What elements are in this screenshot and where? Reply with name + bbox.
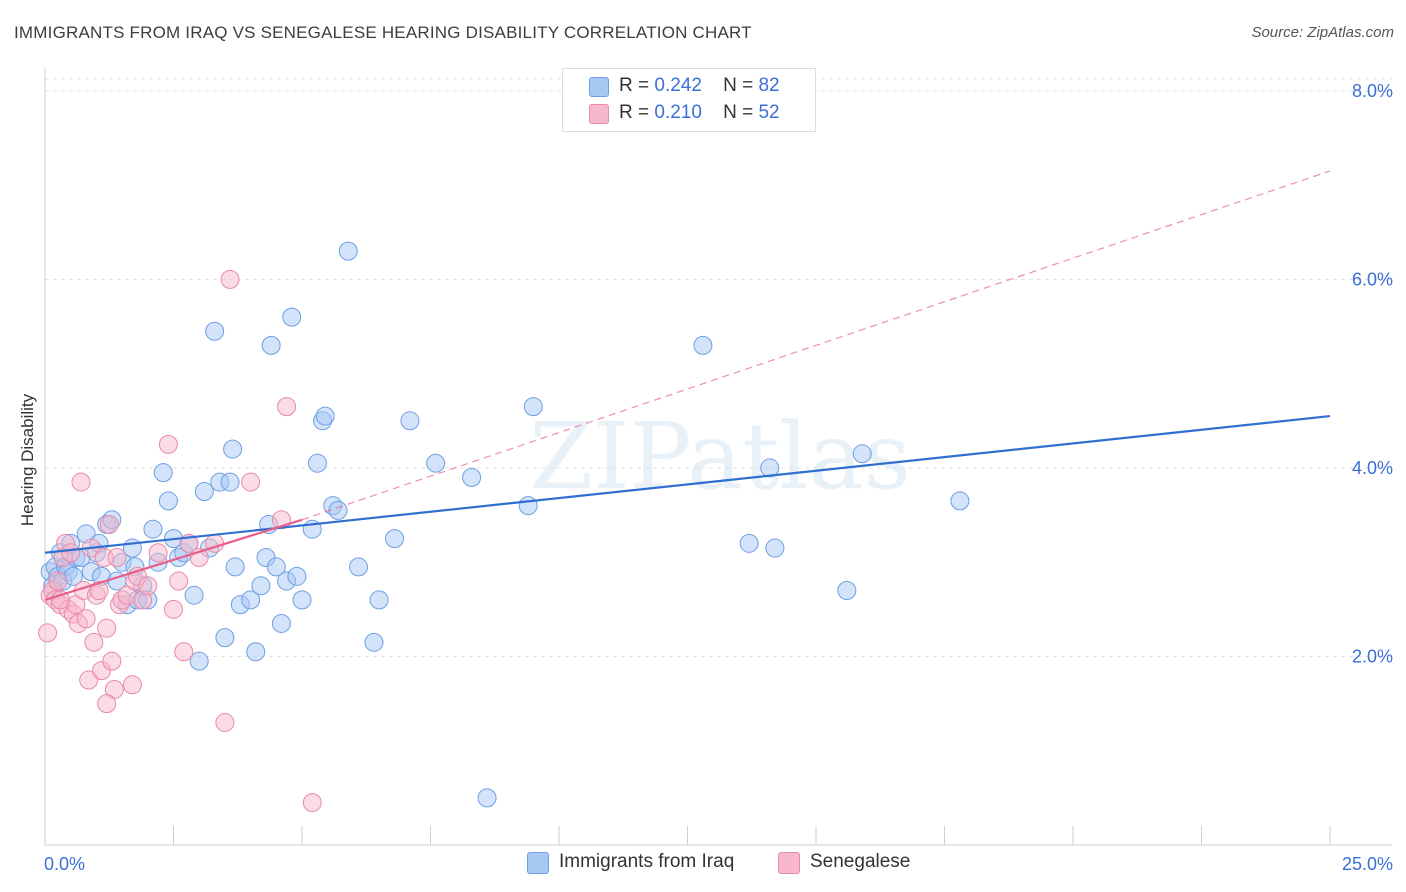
- senegalese-point: [99, 514, 119, 534]
- iraq-point: [385, 529, 405, 549]
- y-tick-label: 4.0%: [1352, 458, 1393, 478]
- iraq-point: [518, 496, 538, 516]
- chart-title: IMMIGRANTS FROM IRAQ VS SENEGALESE HEARI…: [14, 23, 752, 42]
- iraq-point: [315, 406, 335, 426]
- iraq-point: [282, 307, 302, 327]
- iraq-point: [462, 467, 482, 487]
- senegalese-point: [241, 472, 261, 492]
- senegalese-point: [48, 571, 68, 591]
- senegalese-trend-extension: [301, 170, 1331, 521]
- iraq-point: [837, 580, 857, 600]
- senegalese-point: [71, 472, 91, 492]
- iraq-point: [307, 453, 327, 473]
- n-label: N =: [723, 75, 754, 96]
- iraq-point: [215, 628, 235, 648]
- senegalese-trend-line: [44, 518, 303, 601]
- senegalese-point: [148, 543, 168, 563]
- iraq-point: [205, 321, 225, 341]
- senegalese-point: [215, 712, 235, 732]
- iraq-point: [143, 519, 163, 539]
- iraq-point: [426, 453, 446, 473]
- iraq-legend-label: Immigrants from Iraq: [559, 851, 735, 872]
- iraq-point: [292, 590, 312, 610]
- iraq-point: [765, 538, 785, 558]
- senegalese-point: [97, 694, 117, 714]
- senegalese-point: [102, 651, 122, 671]
- senegalese-point: [138, 576, 158, 596]
- iraq-point: [349, 557, 369, 577]
- iraq-point: [364, 632, 384, 652]
- senegalese-point: [84, 632, 104, 652]
- senegalese-point: [158, 434, 178, 454]
- iraq-point: [338, 241, 358, 261]
- senegalese-point: [277, 397, 297, 417]
- senegalese-legend-swatch-icon: [778, 852, 800, 874]
- senegalese-point: [97, 618, 117, 638]
- iraq-point: [693, 335, 713, 355]
- iraq-point: [241, 590, 261, 610]
- senegalese-point: [76, 609, 96, 629]
- senegalese-point: [107, 547, 127, 567]
- x-tick-label-min: 0.0%: [44, 854, 85, 874]
- iraq-point: [760, 458, 780, 478]
- r-label: R =: [619, 102, 650, 123]
- senegalese-point: [122, 675, 142, 695]
- senegalese-point: [169, 571, 189, 591]
- senegalese-point: [89, 580, 109, 600]
- iraq-point: [223, 439, 243, 459]
- iraq-point: [158, 491, 178, 511]
- y-tick-label: 8.0%: [1352, 81, 1393, 101]
- iraq-point: [523, 397, 543, 417]
- iraq-point: [261, 335, 281, 355]
- senegalese-point: [164, 599, 183, 619]
- iraq-point: [400, 411, 420, 431]
- senegalese-swatch-icon: [589, 104, 609, 124]
- iraq-point: [184, 585, 204, 605]
- iraq-point: [369, 590, 389, 610]
- iraq-point: [153, 463, 173, 483]
- watermark: ZIPatlas: [529, 403, 910, 510]
- iraq-point: [271, 613, 291, 633]
- iraq-point: [852, 444, 872, 464]
- source-credit: Source: ZipAtlas.com: [1251, 24, 1394, 41]
- senegalese-point: [220, 269, 240, 289]
- y-tick-label: 2.0%: [1352, 646, 1393, 666]
- iraq-r-value: 0.242: [654, 75, 702, 96]
- senegalese-point: [174, 642, 194, 662]
- iraq-legend-swatch-icon: [527, 852, 549, 874]
- senegalese-n-value: 52: [758, 102, 780, 123]
- iraq-trend-line: [44, 414, 1331, 554]
- iraq-swatch-icon: [589, 77, 609, 97]
- senegalese-legend-label: Senegalese: [810, 851, 911, 872]
- senegalese-point: [38, 623, 58, 643]
- iraq-point: [950, 491, 970, 511]
- iraq-point: [477, 788, 497, 808]
- iraq-point: [266, 557, 286, 577]
- iraq-point: [246, 642, 266, 662]
- iraq-point: [287, 566, 307, 586]
- iraq-point: [189, 651, 209, 671]
- iraq-point: [251, 576, 271, 596]
- r-label: R =: [619, 75, 650, 96]
- iraq-point: [739, 533, 759, 553]
- iraq-n-value: 82: [758, 75, 780, 96]
- iraq-point: [328, 500, 348, 520]
- n-label: N =: [723, 102, 754, 123]
- stats-legend: R = 0.242 N = 82 R = 0.210 N = 52: [562, 68, 816, 132]
- iraq-point: [220, 472, 240, 492]
- iraq-point: [194, 481, 214, 501]
- iraq-point: [225, 557, 245, 577]
- y-tick-label: 6.0%: [1352, 269, 1393, 289]
- senegalese-r-value: 0.210: [654, 102, 702, 123]
- x-tick-label-max: 25.0%: [1342, 854, 1393, 874]
- senegalese-point: [302, 793, 322, 813]
- senegalese-point: [61, 543, 81, 563]
- senegalese-point: [79, 670, 99, 690]
